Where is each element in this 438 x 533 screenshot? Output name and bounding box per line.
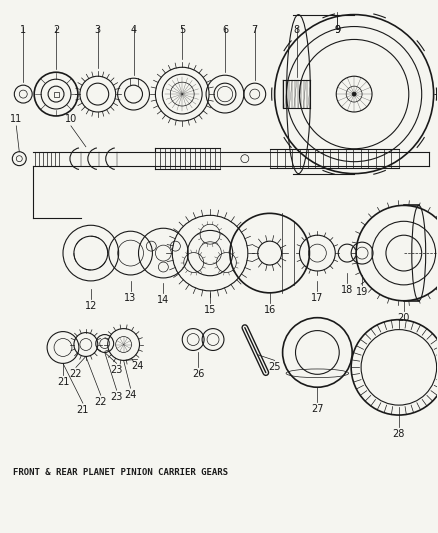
Text: 9: 9 bbox=[334, 25, 340, 35]
Text: 11: 11 bbox=[10, 114, 22, 124]
Text: 15: 15 bbox=[204, 305, 216, 315]
Text: 5: 5 bbox=[179, 25, 185, 35]
Text: 8: 8 bbox=[293, 25, 300, 35]
Text: FRONT & REAR PLANET PINION CARRIER GEARS: FRONT & REAR PLANET PINION CARRIER GEARS bbox=[13, 467, 228, 477]
Bar bbox=[53, 92, 59, 96]
Text: 2: 2 bbox=[53, 25, 59, 35]
Text: 22: 22 bbox=[70, 369, 82, 379]
Text: 27: 27 bbox=[311, 404, 324, 414]
Text: 26: 26 bbox=[192, 369, 204, 379]
Text: 22: 22 bbox=[95, 397, 107, 407]
Text: 3: 3 bbox=[95, 25, 101, 35]
Text: 7: 7 bbox=[252, 25, 258, 35]
Text: 14: 14 bbox=[157, 295, 170, 305]
Text: 24: 24 bbox=[131, 361, 144, 372]
Text: 21: 21 bbox=[77, 405, 89, 415]
Text: 20: 20 bbox=[398, 313, 410, 322]
Text: 23: 23 bbox=[110, 365, 123, 375]
Text: 9: 9 bbox=[334, 25, 340, 35]
Text: 25: 25 bbox=[268, 362, 281, 373]
Text: 19: 19 bbox=[356, 287, 368, 297]
Text: 16: 16 bbox=[264, 305, 276, 315]
Text: 28: 28 bbox=[392, 429, 405, 439]
Text: 1: 1 bbox=[20, 25, 26, 35]
Text: 18: 18 bbox=[341, 285, 353, 295]
Text: 4: 4 bbox=[131, 25, 137, 35]
Text: 17: 17 bbox=[311, 293, 324, 303]
Text: 21: 21 bbox=[57, 377, 69, 387]
Text: 6: 6 bbox=[222, 25, 228, 35]
Circle shape bbox=[352, 92, 356, 96]
Text: 24: 24 bbox=[124, 390, 137, 400]
Text: 12: 12 bbox=[85, 301, 97, 311]
Text: 23: 23 bbox=[110, 392, 123, 402]
Text: 10: 10 bbox=[65, 114, 77, 124]
Text: 13: 13 bbox=[124, 293, 137, 303]
